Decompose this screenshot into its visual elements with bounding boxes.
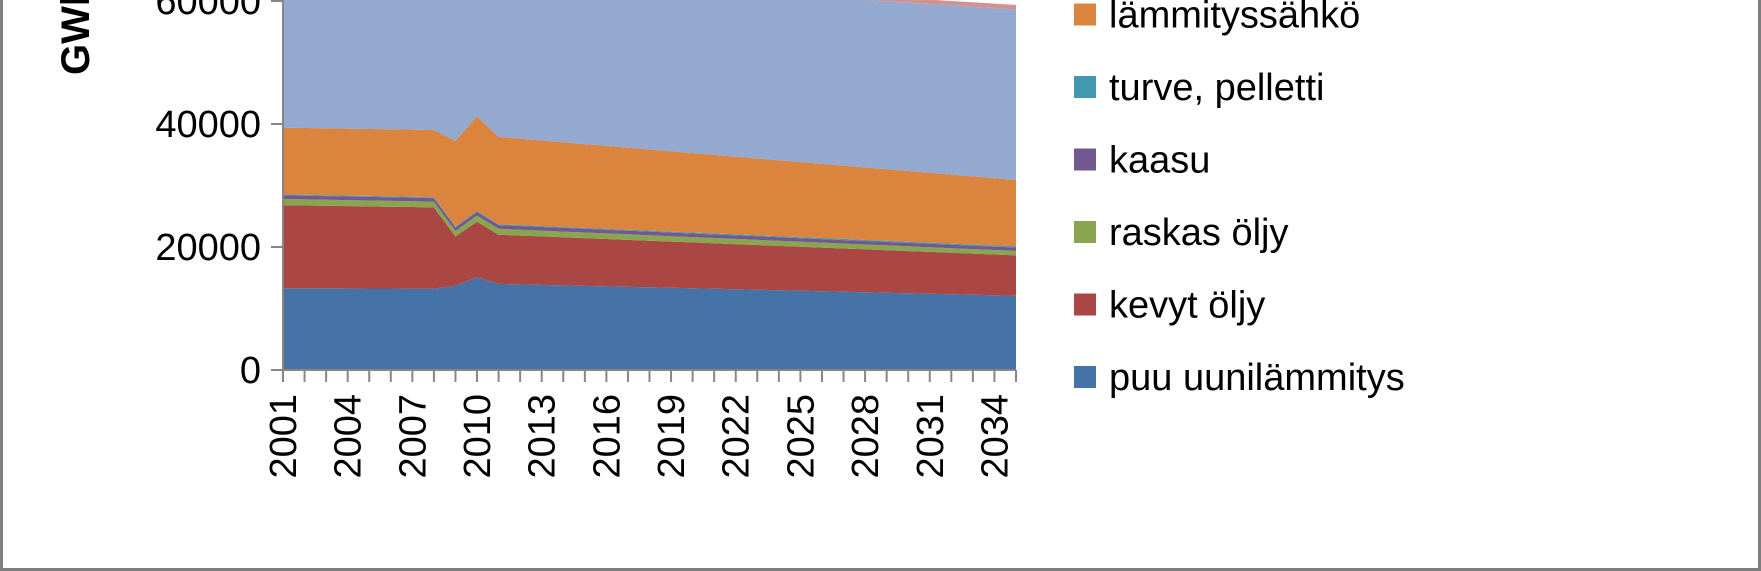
area-series-group xyxy=(283,0,1016,370)
legend-swatch xyxy=(1074,293,1096,316)
area-series-8 xyxy=(868,0,1016,10)
legend-label: kevyt öljy xyxy=(1109,285,1265,327)
x-tick-label: 2022 xyxy=(716,394,758,479)
area-kaasu xyxy=(283,195,1016,251)
legend-label: turve, pelletti xyxy=(1109,67,1324,109)
y-tick-label: 60000 xyxy=(155,0,261,23)
x-tick-label: 2028 xyxy=(845,394,887,479)
area-kevyt-öljy xyxy=(283,205,1016,296)
y-tick-label: 40000 xyxy=(155,104,261,146)
y-ticks-group: 0 20000 40000 60000 xyxy=(155,0,283,392)
x-tick-label: 2019 xyxy=(651,394,693,479)
legend-label: lämmityssähkö xyxy=(1109,0,1360,37)
x-tick-label: 2025 xyxy=(780,394,822,479)
legend-swatch xyxy=(1074,76,1096,98)
y-tick-label: 0 xyxy=(240,350,261,392)
x-ticks-group: 2001 2004 2007 2010 2013 2016 2019 2022 2025 2028… xyxy=(263,370,1017,479)
y-axis-label: GWh xyxy=(54,0,98,75)
x-tick-label: 2016 xyxy=(586,394,628,479)
area-lämmityssähkö xyxy=(283,116,1016,247)
x-tick-label: 2001 xyxy=(263,394,305,479)
legend-label: puu uunilämmitys xyxy=(1109,357,1405,399)
x-tick-label: 2007 xyxy=(392,394,434,479)
legend-swatch xyxy=(1074,148,1096,171)
x-tick-label: 2031 xyxy=(910,394,952,479)
area-puu-uunilämmitys xyxy=(283,277,1016,370)
legend-swatch xyxy=(1074,366,1096,388)
legend: puu uunilämmitys kevyt öljy raskas öljy kaa… xyxy=(1074,0,1405,399)
y-tick-label: 20000 xyxy=(155,227,261,269)
legend-label: kaasu xyxy=(1109,140,1210,182)
x-tick-label: 2010 xyxy=(457,394,499,479)
stacked-area-chart: 0 20000 40000 60000 2001 2004 2007 2010 2013 201… xyxy=(54,0,1405,479)
area-raskas-öljy xyxy=(283,199,1016,256)
legend-label: raskas öljy xyxy=(1109,212,1289,254)
x-tick-label: 2034 xyxy=(974,394,1016,479)
area-series-7 xyxy=(283,0,1016,180)
legend-swatch xyxy=(1074,3,1096,26)
x-tick-label: 2004 xyxy=(328,394,370,479)
x-tick-label: 2013 xyxy=(522,394,564,479)
legend-swatch xyxy=(1074,221,1096,243)
